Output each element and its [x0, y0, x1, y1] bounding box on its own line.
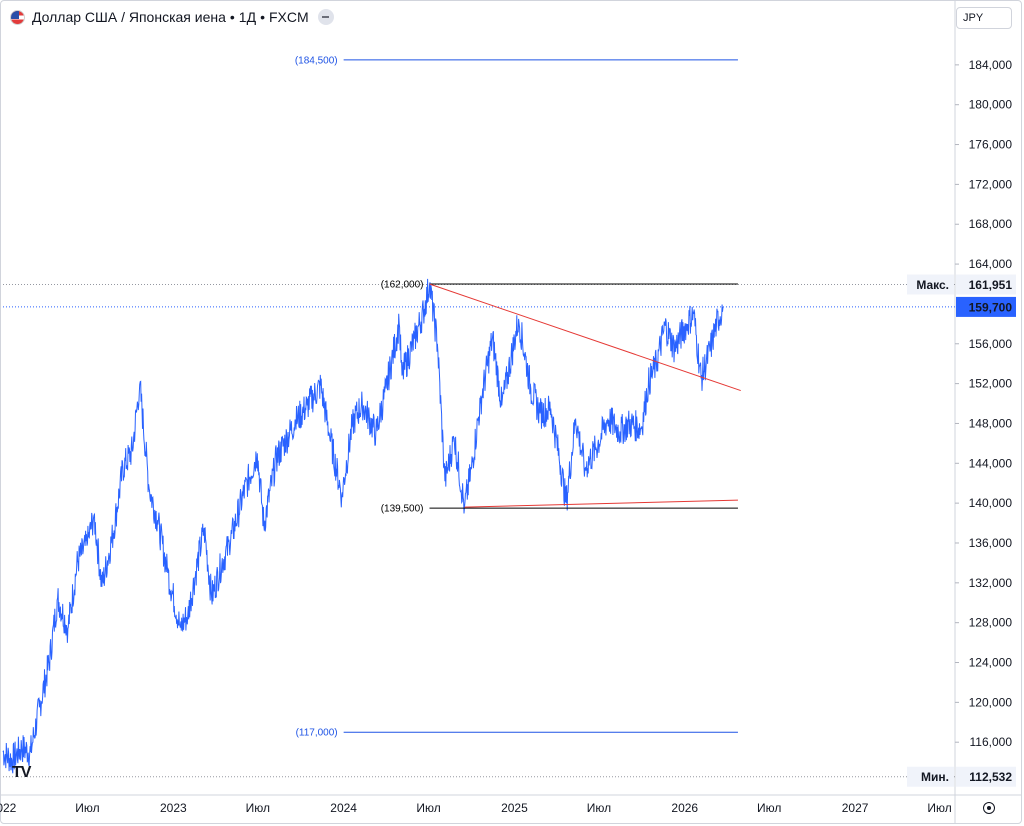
y-tick-label: 144,000: [969, 456, 1013, 470]
y-tick-label: 152,000: [969, 377, 1013, 391]
tradingview-logo-icon: TV: [12, 764, 31, 781]
min-price-badge: [956, 766, 1016, 787]
max-price-label: Макс.: [916, 278, 949, 292]
level-label: (117,000): [296, 728, 338, 739]
symbol-header[interactable]: Доллар США / Японская иена • 1Д • FXCM: [10, 7, 334, 27]
y-tick-label: 176,000: [969, 138, 1013, 152]
y-tick-label: 120,000: [969, 695, 1013, 709]
y-tick-label: 136,000: [969, 536, 1013, 550]
x-tick-label: Июл: [246, 801, 270, 815]
current-price-badge: [956, 296, 1016, 317]
gear-icon[interactable]: [978, 797, 1000, 819]
symbol-title: Доллар США / Японская иена: [32, 9, 226, 25]
max-price-value: 161,951: [969, 278, 1013, 292]
y-tick-label: 128,000: [969, 616, 1013, 630]
trendline: [464, 499, 738, 508]
y-tick-label: 116,000: [970, 735, 1013, 749]
trendline: [429, 283, 741, 392]
header-separator: •: [229, 9, 235, 25]
y-tick-label: 172,000: [969, 177, 1013, 191]
x-tick-label: 2026: [671, 801, 698, 815]
y-tick-label: 124,000: [969, 656, 1013, 670]
symbol-interval: 1Д: [238, 9, 257, 25]
x-tick-label: 2024: [330, 801, 357, 815]
x-tick-label: 2023: [160, 801, 187, 815]
min-price-label: Мин.: [921, 770, 949, 784]
min-price-value: 112,532: [969, 770, 1012, 784]
y-tick-label: 180,000: [969, 98, 1013, 112]
y-tick-label: 156,000: [969, 337, 1013, 351]
x-tick-label: Июл: [75, 801, 99, 815]
level-label: (162,000): [381, 280, 424, 291]
y-tick-label: 132,000: [969, 576, 1013, 590]
header-separator-2: •: [260, 9, 265, 25]
x-tick-label: Июл: [757, 801, 781, 815]
minus-circle-icon[interactable]: [317, 9, 334, 25]
y-tick-label: 184,000: [969, 58, 1013, 72]
x-tick-label: 2022: [0, 801, 17, 815]
y-tick-label: 164,000: [969, 257, 1013, 271]
x-tick-label: Июл: [927, 801, 951, 815]
level-label: (184,500): [295, 55, 338, 66]
x-tick-label: 2025: [501, 801, 528, 815]
y-tick-label: 148,000: [969, 416, 1013, 430]
x-tick-label: 2027: [842, 801, 869, 815]
max-price-badge: [956, 274, 1016, 295]
price-series-line: [2, 278, 724, 774]
max-price-label-box: [907, 274, 954, 295]
symbol-exchange: FXCM: [268, 9, 309, 25]
currency-button[interactable]: JPY: [956, 7, 1012, 29]
us-jp-flag-icon: [10, 9, 25, 25]
current-price-value: 159,700: [969, 300, 1013, 314]
y-tick-label: 140,000: [969, 496, 1013, 510]
x-tick-label: Июл: [587, 801, 611, 815]
y-tick-label: 168,000: [969, 217, 1013, 231]
x-tick-label: Июл: [416, 801, 440, 815]
min-price-label-box: [907, 766, 954, 787]
level-label: (139,500): [381, 504, 424, 515]
